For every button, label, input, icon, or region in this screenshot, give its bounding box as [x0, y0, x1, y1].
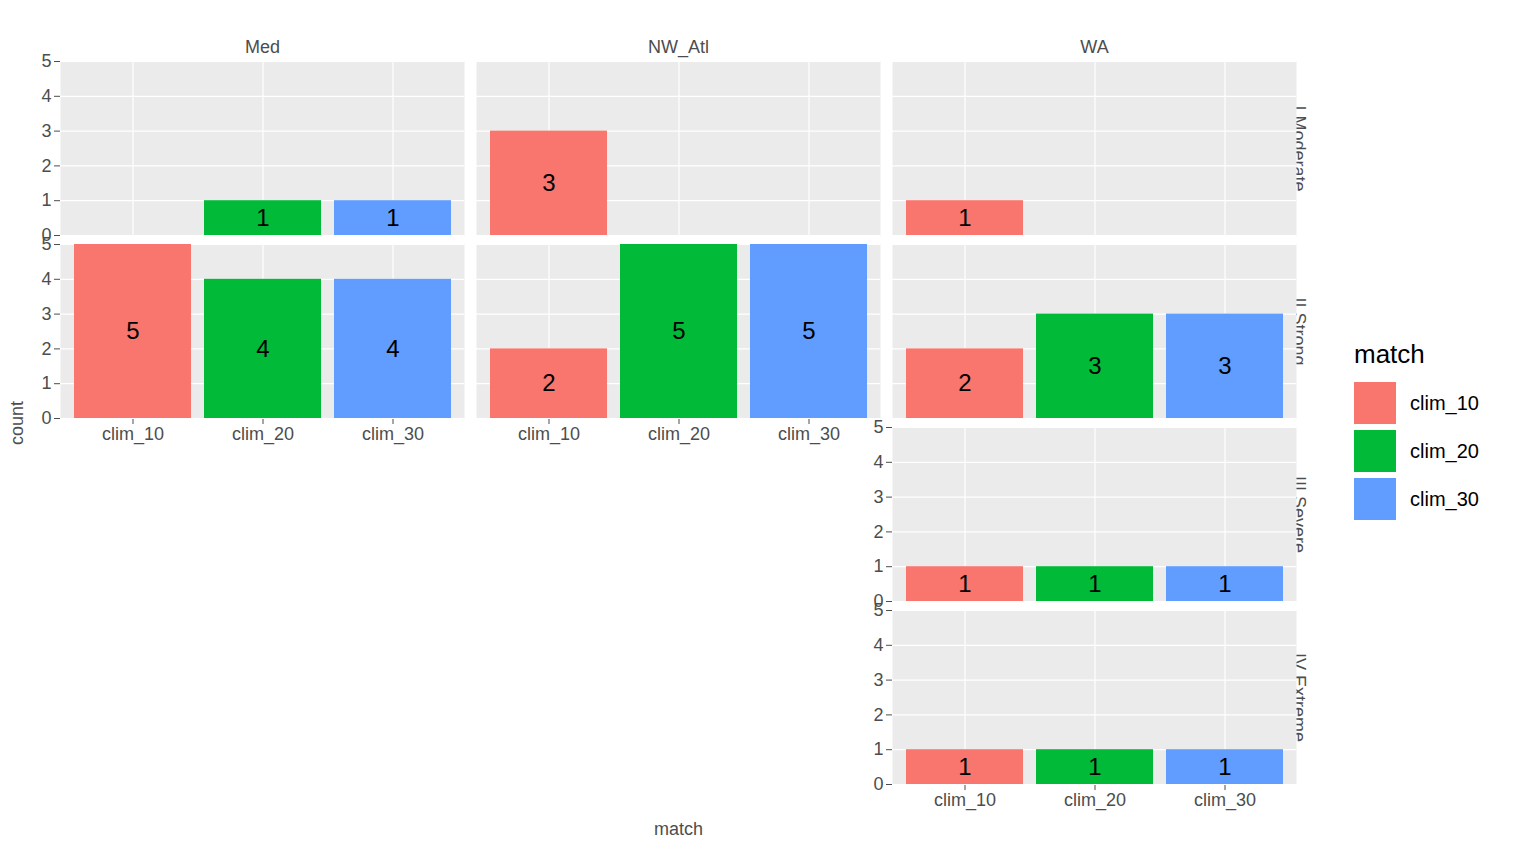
svg-text:clim_10: clim_10 [934, 790, 996, 811]
svg-text:1: 1 [41, 373, 51, 393]
svg-text:1: 1 [41, 190, 51, 210]
svg-text:clim_20: clim_20 [1064, 790, 1126, 811]
svg-text:II Strong: II Strong [1288, 297, 1309, 366]
svg-text:1: 1 [256, 204, 269, 231]
svg-text:2: 2 [41, 339, 51, 359]
svg-text:1: 1 [1218, 753, 1231, 780]
svg-text:clim_10: clim_10 [102, 424, 164, 445]
svg-text:5: 5 [873, 600, 883, 620]
svg-text:I Moderate: I Moderate [1288, 105, 1309, 192]
svg-text:clim_30: clim_30 [362, 424, 424, 445]
svg-text:III Severe: III Severe [1288, 476, 1309, 553]
svg-text:4: 4 [873, 452, 883, 472]
svg-text:0: 0 [873, 774, 883, 794]
svg-text:1: 1 [1088, 570, 1101, 597]
svg-text:1: 1 [873, 739, 883, 759]
svg-text:5: 5 [873, 417, 883, 437]
html-text:clim_10: clim_10 [1410, 391, 1479, 414]
html-text:match: match [1354, 339, 1425, 369]
svg-text:4: 4 [256, 335, 269, 362]
svg-text:clim_20: clim_20 [232, 424, 294, 445]
svg-text:5: 5 [41, 234, 51, 254]
svg-text:1: 1 [873, 556, 883, 576]
html-text:clim_20: clim_20 [1410, 439, 1479, 462]
svg-text:WA: WA [1080, 37, 1108, 57]
svg-text:2: 2 [958, 369, 971, 396]
html-text:clim_30: clim_30 [1410, 487, 1479, 510]
svg-text:5: 5 [672, 317, 685, 344]
svg-text:3: 3 [542, 169, 555, 196]
svg-text:2: 2 [542, 369, 555, 396]
svg-text:1: 1 [1088, 753, 1101, 780]
svg-text:4: 4 [41, 269, 51, 289]
svg-text:count: count [7, 401, 27, 445]
svg-text:5: 5 [802, 317, 815, 344]
svg-text:IV Extreme: IV Extreme [1288, 653, 1309, 742]
svg-text:1: 1 [958, 753, 971, 780]
svg-text:match: match [654, 819, 703, 839]
svg-text:3: 3 [873, 487, 883, 507]
svg-text:4: 4 [41, 86, 51, 106]
svg-text:clim_20: clim_20 [648, 424, 710, 445]
svg-text:clim_10: clim_10 [518, 424, 580, 445]
svg-text:1: 1 [1218, 570, 1231, 597]
svg-text:1: 1 [958, 204, 971, 231]
svg-text:1: 1 [958, 570, 971, 597]
svg-text:3: 3 [1218, 352, 1231, 379]
svg-text:3: 3 [873, 670, 883, 690]
svg-text:5: 5 [41, 51, 51, 71]
svg-text:2: 2 [41, 156, 51, 176]
svg-text:3: 3 [41, 304, 51, 324]
svg-text:2: 2 [873, 522, 883, 542]
svg-text:clim_30: clim_30 [778, 424, 840, 445]
svg-text:4: 4 [873, 635, 883, 655]
svg-text:1: 1 [386, 204, 399, 231]
svg-text:3: 3 [41, 121, 51, 141]
svg-text:Med: Med [245, 37, 280, 57]
svg-text:clim_30: clim_30 [1194, 790, 1256, 811]
svg-text:0: 0 [41, 408, 51, 428]
svg-text:NW_Atl: NW_Atl [648, 37, 709, 58]
svg-text:5: 5 [126, 317, 139, 344]
svg-text:4: 4 [386, 335, 399, 362]
svg-text:3: 3 [1088, 352, 1101, 379]
svg-text:2: 2 [873, 705, 883, 725]
